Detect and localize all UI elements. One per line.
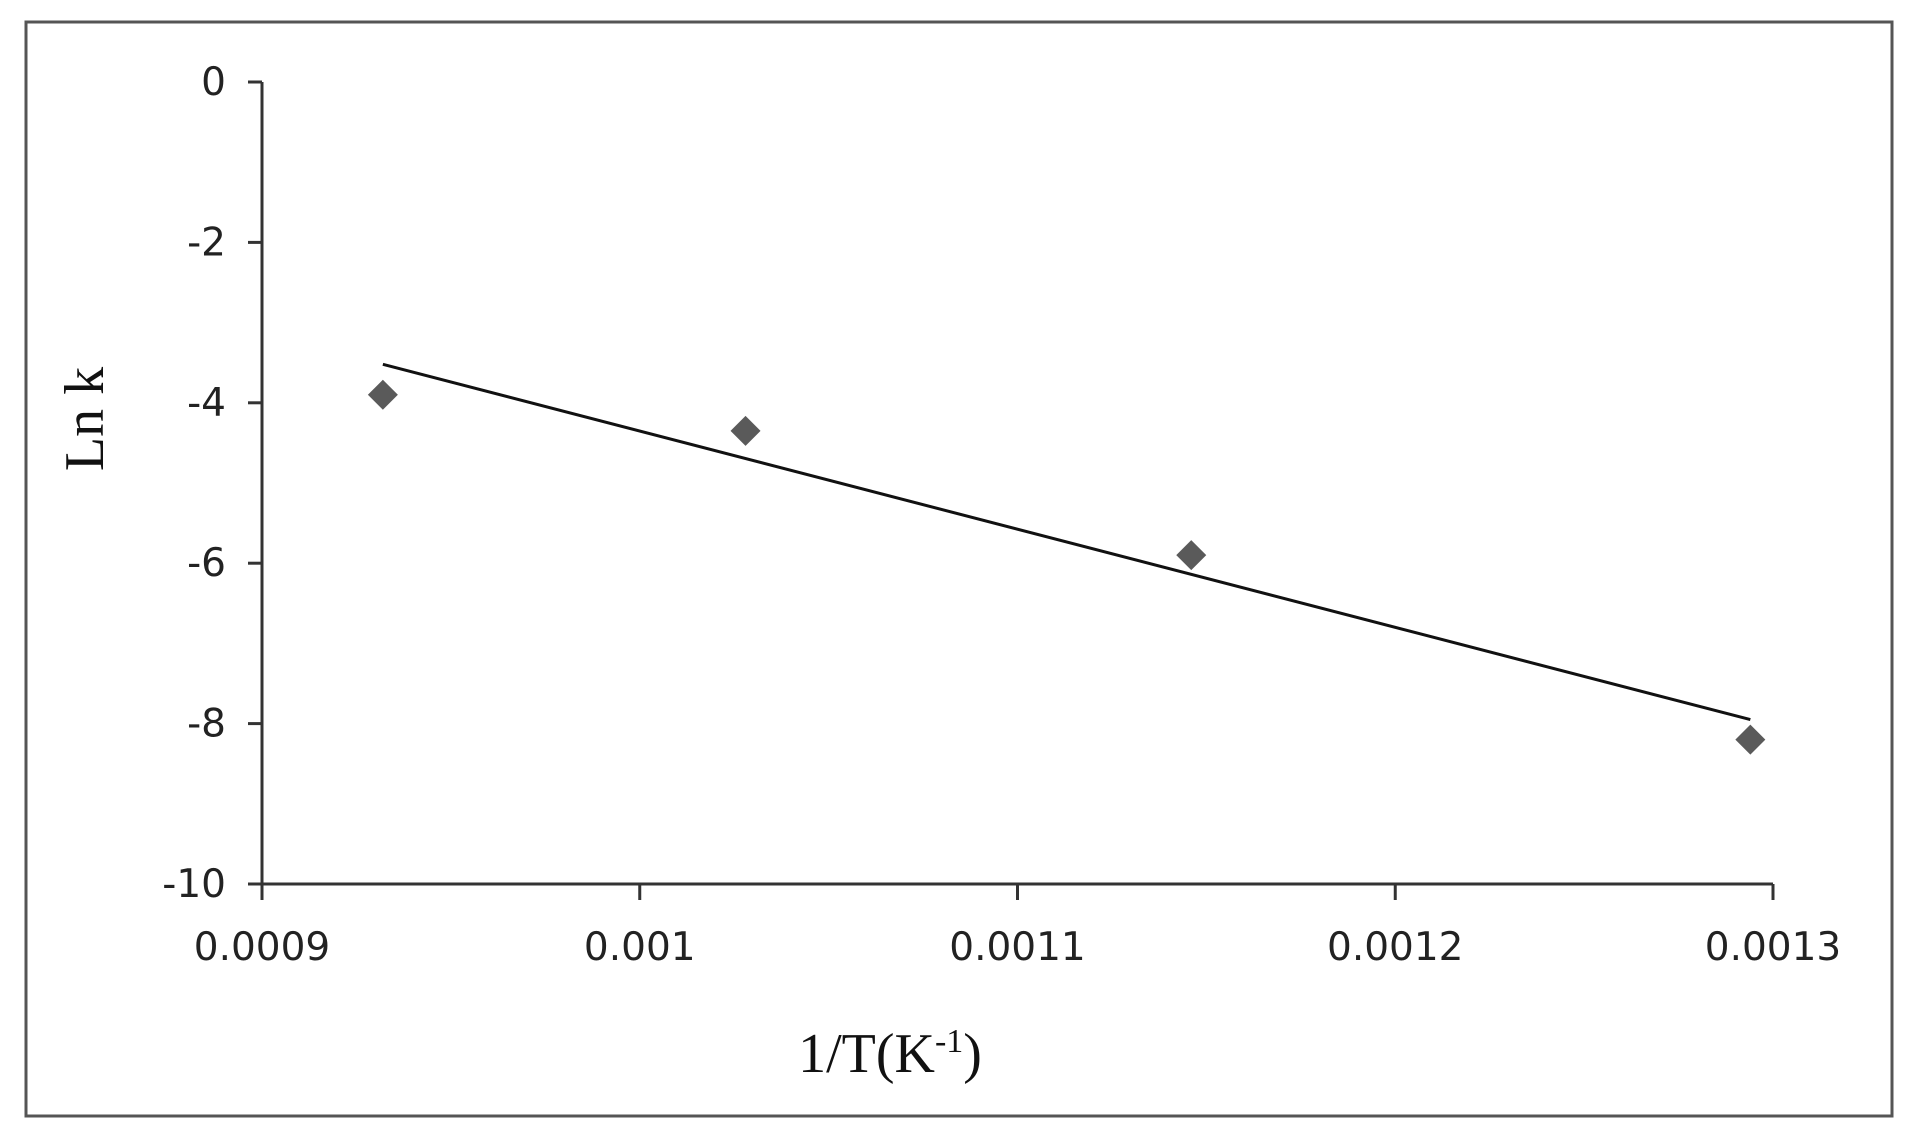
chart-frame [24, 20, 1894, 1118]
x-axis: 0.0009 0.001 0.0011 0.0012 0.0013 [194, 882, 1841, 970]
data-points [367, 379, 1766, 755]
x-axis-title: 1/T(K-1) [798, 1023, 982, 1085]
x-axis-title-sup: -1 [935, 1023, 963, 1060]
y-axis: 0 -2 -4 -6 -8 -10 [162, 60, 264, 907]
x-ticks: 0.0009 0.001 0.0011 0.0012 0.0013 [194, 884, 1841, 970]
data-point [1735, 724, 1766, 755]
y-tick-label: -8 [187, 702, 226, 747]
data-point [730, 415, 761, 446]
x-tick-label: 0.0013 [1705, 925, 1841, 970]
y-tick-label: -10 [162, 862, 226, 907]
x-axis-title-close: ) [963, 1023, 982, 1085]
x-tick-label: 0.0009 [194, 925, 330, 970]
x-tick-label: 0.001 [584, 925, 696, 970]
x-axis-title-main: 1/T(K [798, 1023, 935, 1085]
x-tick-label: 0.0012 [1327, 925, 1463, 970]
y-tick-label: 0 [201, 60, 226, 105]
data-point [1176, 540, 1207, 571]
data-point [367, 379, 398, 410]
plot-area [367, 362, 1766, 755]
y-ticks: 0 -2 -4 -6 -8 -10 [162, 60, 262, 907]
trendline [382, 362, 1751, 722]
y-tick-label: -2 [187, 220, 226, 265]
x-tick-label: 0.0011 [949, 925, 1085, 970]
y-tick-label: -4 [187, 381, 226, 426]
y-tick-label: -6 [187, 541, 226, 586]
y-axis-title: Ln k [54, 367, 116, 471]
